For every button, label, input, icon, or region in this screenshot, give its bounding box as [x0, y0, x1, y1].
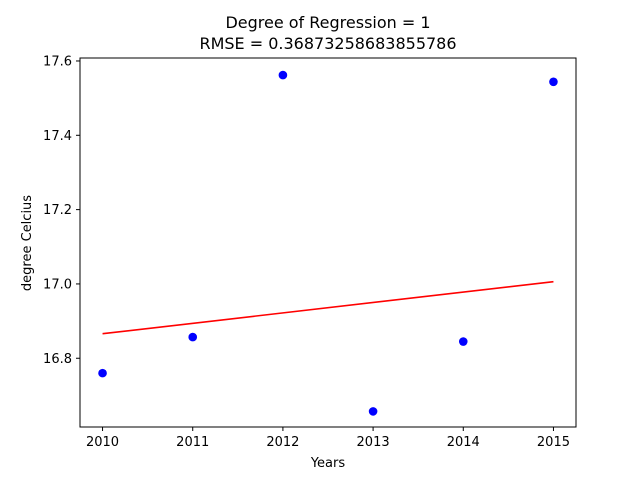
y-tick-label: 17.2	[43, 203, 72, 218]
data-point	[458, 337, 468, 346]
y-axis-label: degree Celcius	[20, 195, 35, 291]
x-tick-label: 2014	[447, 435, 480, 450]
data-point	[549, 77, 558, 87]
y-tick-label: 17.6	[43, 54, 72, 69]
y-tick-label: 16.8	[43, 352, 72, 367]
x-tick-label: 2010	[86, 435, 119, 450]
axes: 2010 2011 2012 2013 2014 2015 16.8 17.0 17.2 17.4…	[43, 54, 577, 450]
chart-subtitle: RMSE = 0.36873258683855786	[199, 34, 456, 53]
data-point	[278, 70, 288, 80]
plot-frame	[79, 57, 577, 428]
x-tick-label: 2011	[176, 435, 209, 450]
regression-line	[102, 280, 554, 335]
plot-area	[98, 70, 558, 416]
data-point	[98, 368, 107, 378]
data-point	[368, 407, 378, 416]
chart-title: Degree of Regression = 1	[225, 13, 430, 32]
data-point	[188, 332, 198, 342]
y-tick-label: 17.0	[43, 277, 72, 292]
y-tick-label: 17.4	[43, 129, 72, 144]
x-tick-label: 2013	[357, 435, 390, 450]
x-axis-label: Years	[310, 456, 346, 471]
x-tick-label: 2012	[266, 435, 299, 450]
title-group: Degree of Regression = 1 RMSE = 0.368732…	[199, 13, 456, 53]
x-tick-label: 2015	[537, 435, 570, 450]
